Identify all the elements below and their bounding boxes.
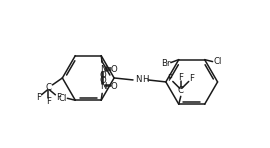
Text: C: C bbox=[178, 86, 184, 95]
Text: F: F bbox=[189, 74, 194, 83]
Text: O: O bbox=[100, 71, 107, 80]
Text: F: F bbox=[36, 93, 41, 102]
Text: N: N bbox=[100, 65, 106, 74]
Text: O: O bbox=[100, 76, 107, 85]
Text: Br: Br bbox=[161, 59, 171, 68]
Text: F: F bbox=[167, 74, 172, 83]
Text: O: O bbox=[111, 82, 117, 91]
Text: Cl: Cl bbox=[58, 94, 67, 103]
Text: F: F bbox=[56, 93, 61, 102]
Text: N: N bbox=[135, 75, 141, 84]
Text: F: F bbox=[178, 73, 183, 82]
Text: H: H bbox=[142, 75, 148, 84]
Text: O: O bbox=[111, 65, 117, 74]
Text: F: F bbox=[46, 97, 51, 106]
Text: N: N bbox=[100, 82, 106, 91]
Text: C: C bbox=[45, 83, 52, 92]
Text: Cl: Cl bbox=[213, 57, 222, 66]
